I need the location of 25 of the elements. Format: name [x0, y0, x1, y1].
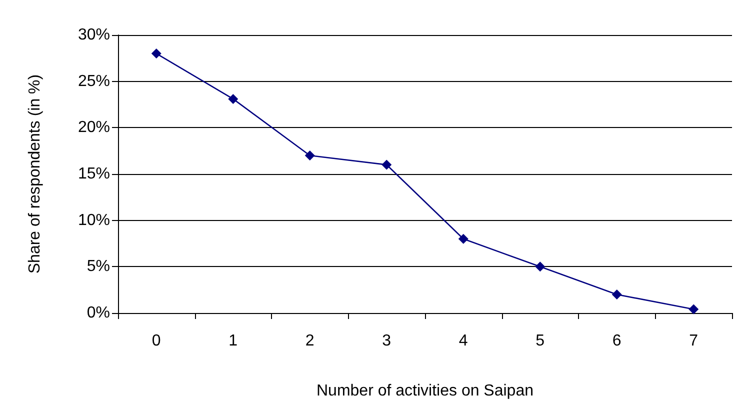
- x-axis-title: Number of activities on Saipan: [316, 382, 534, 400]
- y-tick-label: 30%: [78, 26, 110, 44]
- x-tick-label: 1: [228, 332, 238, 350]
- x-tick-label: 0: [152, 332, 161, 350]
- x-tick-label: 2: [305, 332, 314, 350]
- x-tick-label: 5: [536, 332, 545, 350]
- x-tick-label: 3: [382, 332, 392, 350]
- y-tick-label: 25%: [78, 72, 110, 90]
- point: [151, 48, 162, 59]
- y-tick-label: 20%: [78, 119, 110, 136]
- point: [382, 160, 392, 170]
- y-tick-label: 5%: [86, 258, 110, 276]
- point: [228, 94, 238, 104]
- point: [688, 304, 699, 314]
- point: [612, 289, 622, 300]
- x-tick-label: 4: [458, 332, 468, 350]
- y-tick-label: 15%: [78, 166, 110, 182]
- x-tick-label: 6: [612, 332, 622, 350]
- y-tick-label: 0%: [86, 304, 110, 322]
- point: [304, 150, 315, 160]
- point: [535, 262, 546, 272]
- y-axis-title: Share of respondents (in %): [26, 74, 44, 274]
- point: [458, 234, 468, 244]
- y-tick-label: 10%: [78, 212, 110, 229]
- x-tick-label: 7: [689, 332, 698, 350]
